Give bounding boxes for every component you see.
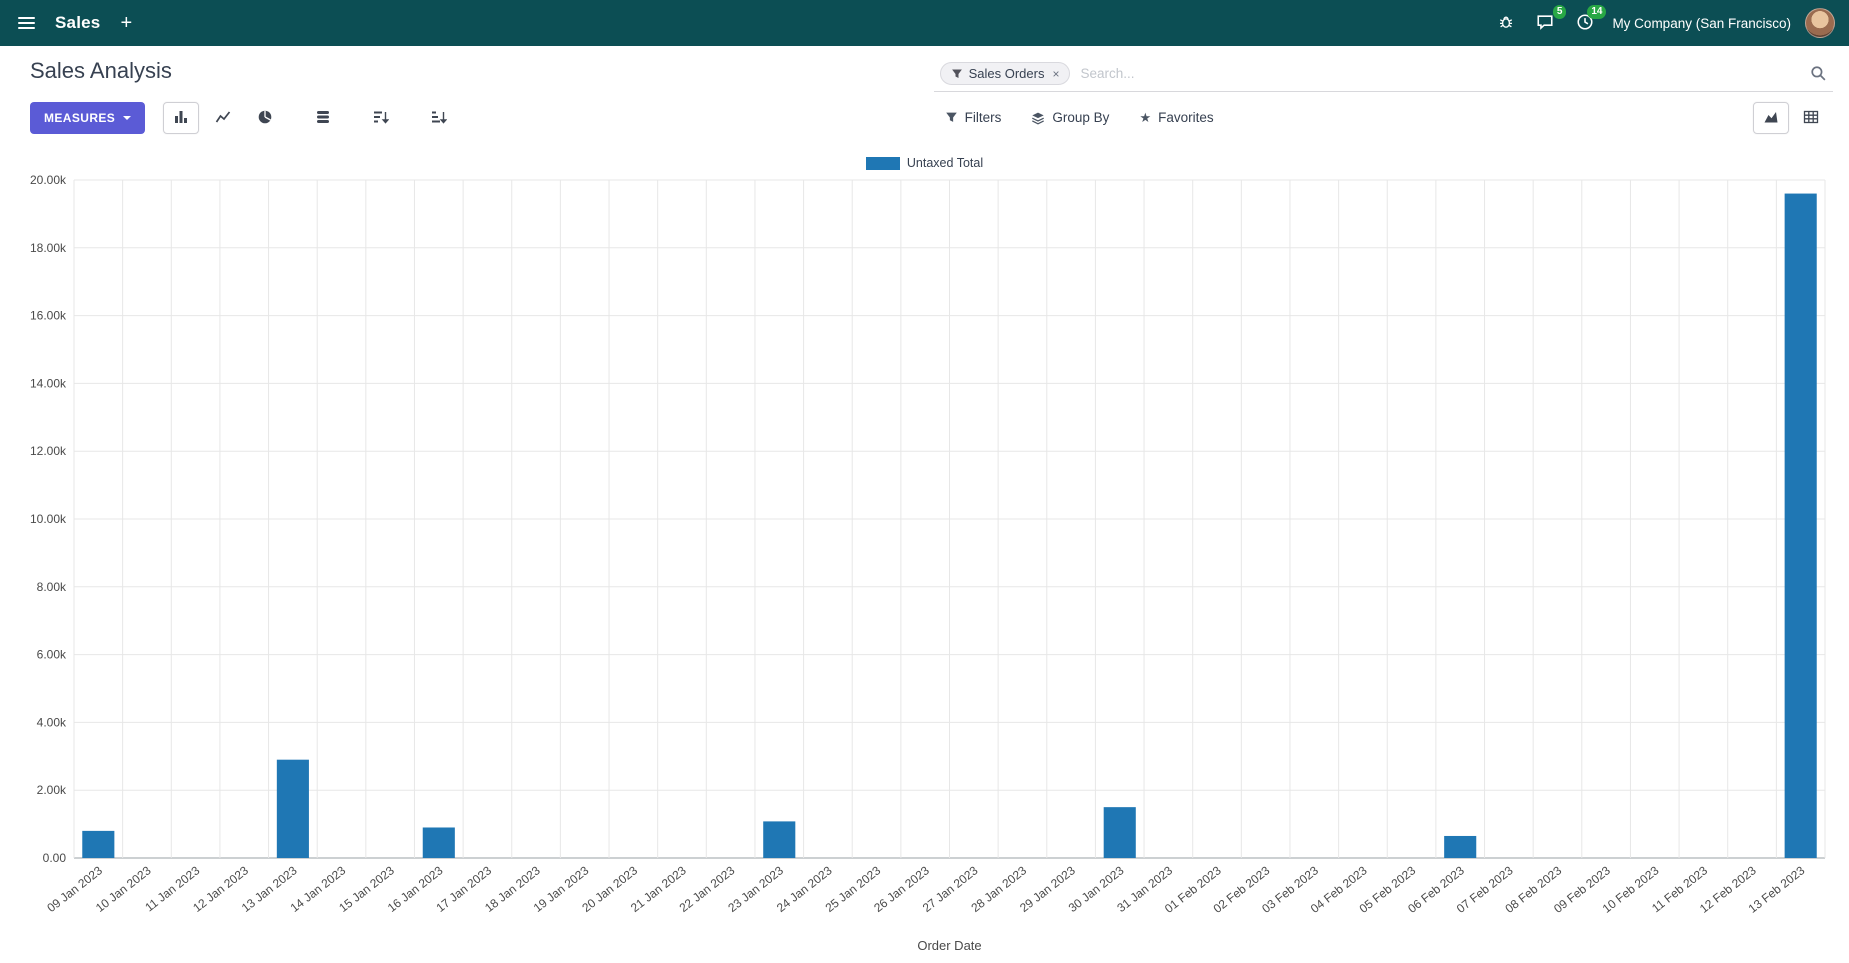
pie-chart-button[interactable] [247, 102, 283, 134]
svg-text:6.00k: 6.00k [37, 648, 67, 662]
facet-remove-icon[interactable]: × [1052, 66, 1060, 81]
pie-chart-icon [257, 109, 273, 128]
filters-label: Filters [964, 110, 1002, 125]
svg-text:Order Date: Order Date [917, 938, 981, 953]
svg-text:12.00k: 12.00k [30, 444, 67, 458]
activities-badge: 14 [1587, 4, 1607, 19]
search-facet-sales-orders[interactable]: Sales Orders × [939, 62, 1071, 85]
measures-button[interactable]: MEASURES [30, 102, 146, 134]
view-switcher [1753, 102, 1829, 134]
toolbar-row: MEASURES [16, 102, 1833, 146]
sort-descending-icon [373, 109, 390, 128]
sort-descending-button[interactable] [363, 102, 399, 134]
svg-text:20.00k: 20.00k [30, 173, 67, 187]
filter-funnel-icon [951, 68, 963, 80]
messages-badge: 5 [1552, 4, 1567, 19]
svg-text:4.00k: 4.00k [37, 715, 67, 729]
chart-legend[interactable]: Untaxed Total [0, 156, 1849, 170]
bug-icon [1498, 14, 1514, 33]
bar-chart-icon [173, 109, 189, 128]
add-tab-button[interactable]: + [116, 9, 136, 37]
group-by-button[interactable]: Group By [1029, 102, 1111, 133]
area-chart-icon [1763, 109, 1779, 128]
svg-text:8.00k: 8.00k [37, 580, 67, 594]
favorites-button[interactable]: ★ Favorites [1137, 102, 1215, 133]
debug-button[interactable] [1494, 10, 1518, 37]
group-by-layers-icon [1031, 111, 1045, 125]
favorites-star-icon: ★ [1139, 110, 1152, 125]
bar-chart[interactable]: 0.00 2.00k 4.00k 6.00k 8.00k 10.00k 12.00k 14.0… [8, 172, 1841, 958]
line-chart-button[interactable] [205, 102, 241, 134]
hamburger-icon [18, 17, 35, 29]
control-panel: Sales Analysis Sales Orders × MEASURES [0, 46, 1849, 146]
svg-text:14.00k: 14.00k [30, 376, 67, 390]
navbar-left: Sales + [14, 9, 136, 37]
search-icon[interactable] [1810, 65, 1827, 82]
sort-ascending-icon [431, 109, 448, 128]
search-input[interactable] [1078, 65, 1802, 82]
favorites-label: Favorites [1158, 110, 1214, 125]
chevron-down-icon [123, 116, 132, 120]
clock-icon [1576, 13, 1594, 34]
filters-funnel-icon [945, 111, 958, 124]
svg-text:18.00k: 18.00k [30, 241, 67, 255]
svg-text:0.00: 0.00 [43, 851, 67, 865]
chart-section: Untaxed Total 0.00 2.00k 4.00k 6.00k 8.00k 10… [0, 146, 1849, 958]
company-switcher[interactable]: My Company (San Francisco) [1612, 15, 1791, 31]
activities-button[interactable]: 14 [1572, 4, 1607, 38]
facet-label: Sales Orders [968, 66, 1045, 81]
pivot-view-button[interactable] [1793, 102, 1829, 134]
svg-text:2.00k: 2.00k [37, 783, 67, 797]
svg-text:16.00k: 16.00k [30, 309, 67, 323]
stacked-icon [315, 109, 331, 128]
navbar-right: 5 14 My Company (San Francisco) [1494, 4, 1835, 38]
messages-button[interactable]: 5 [1532, 4, 1567, 38]
svg-text:10.00k: 10.00k [30, 512, 67, 526]
legend-label: Untaxed Total [906, 156, 984, 170]
legend-swatch [865, 156, 900, 170]
user-avatar[interactable] [1805, 8, 1835, 38]
sort-ascending-button[interactable] [421, 102, 457, 134]
breadcrumb-row: Sales Analysis Sales Orders × [16, 56, 1833, 92]
apps-menu-button[interactable] [14, 13, 39, 33]
measures-label: MEASURES [44, 111, 116, 125]
app-name[interactable]: Sales [55, 13, 101, 32]
chart-type-group [163, 102, 457, 134]
graph-view-button[interactable] [1753, 102, 1789, 134]
search-bar[interactable]: Sales Orders × [933, 56, 1833, 92]
line-chart-icon [215, 109, 231, 128]
stacked-toggle-button[interactable] [305, 102, 341, 134]
top-navbar: Sales + 5 14 [0, 0, 1849, 46]
bar-chart-button[interactable] [163, 102, 200, 134]
group-by-label: Group By [1052, 110, 1110, 125]
page-title: Sales Analysis [30, 58, 172, 83]
chat-icon [1536, 13, 1554, 34]
filters-button[interactable]: Filters [943, 102, 1004, 133]
pivot-grid-icon [1803, 109, 1819, 128]
search-options-group: Filters Group By ★ Favorites [943, 102, 1216, 133]
